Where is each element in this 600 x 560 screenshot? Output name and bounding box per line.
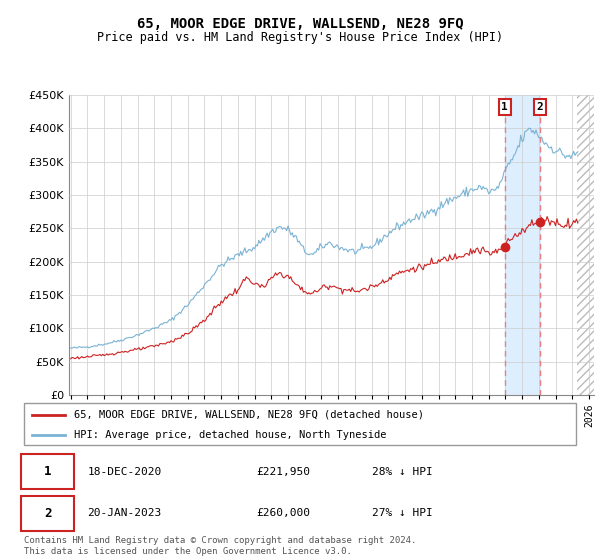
- Text: 2: 2: [44, 507, 52, 520]
- Text: 65, MOOR EDGE DRIVE, WALLSEND, NE28 9FQ: 65, MOOR EDGE DRIVE, WALLSEND, NE28 9FQ: [137, 17, 463, 31]
- Text: 1: 1: [44, 465, 52, 478]
- Bar: [505, 95, 539, 395]
- Text: Price paid vs. HM Land Registry's House Price Index (HPI): Price paid vs. HM Land Registry's House …: [97, 31, 503, 44]
- Text: Contains HM Land Registry data © Crown copyright and database right 2024.
This d: Contains HM Land Registry data © Crown c…: [24, 536, 416, 556]
- FancyBboxPatch shape: [21, 454, 74, 489]
- Text: 1: 1: [502, 102, 508, 112]
- FancyBboxPatch shape: [24, 403, 576, 445]
- Bar: [577, 95, 594, 395]
- Bar: [577, 95, 594, 395]
- FancyBboxPatch shape: [21, 496, 74, 531]
- Text: 20-JAN-2023: 20-JAN-2023: [88, 508, 162, 518]
- Text: 65, MOOR EDGE DRIVE, WALLSEND, NE28 9FQ (detached house): 65, MOOR EDGE DRIVE, WALLSEND, NE28 9FQ …: [74, 409, 424, 419]
- Text: 2: 2: [536, 102, 543, 112]
- Text: 27% ↓ HPI: 27% ↓ HPI: [372, 508, 433, 518]
- Text: HPI: Average price, detached house, North Tyneside: HPI: Average price, detached house, Nort…: [74, 430, 386, 440]
- Text: £260,000: £260,000: [256, 508, 310, 518]
- Text: £221,950: £221,950: [256, 467, 310, 477]
- Text: 18-DEC-2020: 18-DEC-2020: [88, 467, 162, 477]
- Text: 28% ↓ HPI: 28% ↓ HPI: [372, 467, 433, 477]
